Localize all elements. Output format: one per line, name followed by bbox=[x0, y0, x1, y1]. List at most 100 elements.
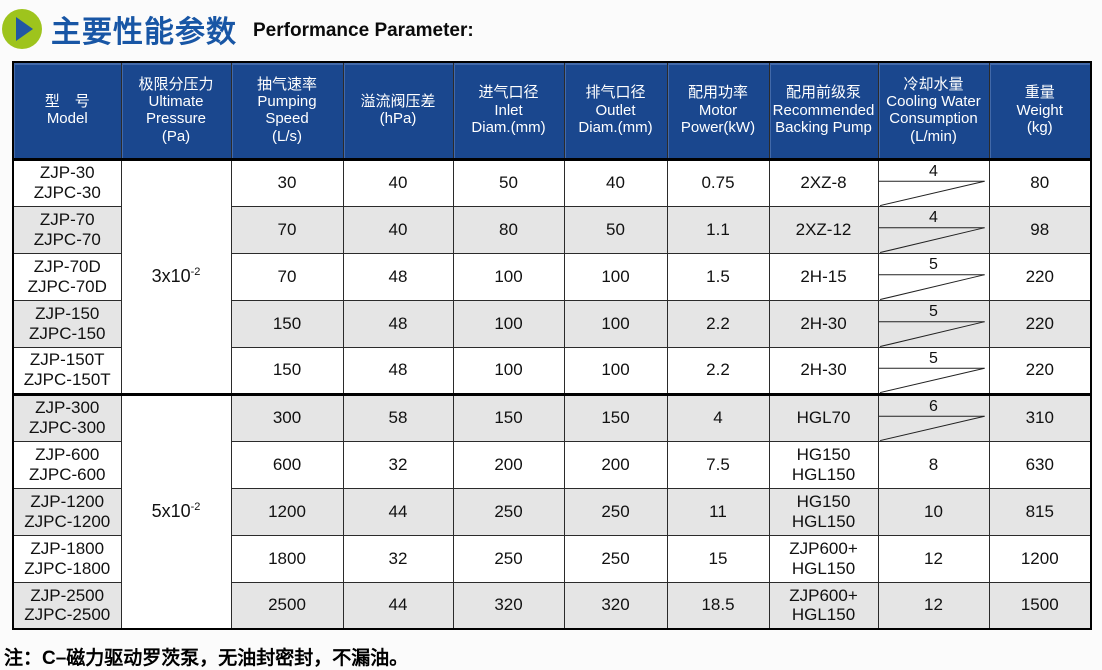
cooling-split-cell: 5 bbox=[879, 301, 989, 347]
col-header-model: 型 号 Model bbox=[12, 61, 122, 161]
pressure-exponent: -2 bbox=[190, 266, 201, 278]
diagonal-na-mark-icon bbox=[879, 396, 989, 441]
header-row: 型 号 Model 极限分压力 Ultimate Pressure (Pa) 抽… bbox=[12, 61, 1092, 161]
cell-inlet-diam: 250 bbox=[452, 487, 565, 536]
cell-cooling-water: 6 bbox=[877, 392, 990, 442]
table-row: ZJP-30 ZJPC-30 3x10-2 30 40 50 40 0.75 2… bbox=[12, 158, 1092, 395]
cell-outlet-diam: 50 bbox=[563, 205, 668, 254]
cell-model: ZJP-300 ZJPC-300 bbox=[12, 392, 122, 442]
cell-backing-pump: HG150 HGL150 bbox=[768, 440, 879, 489]
cell-outlet-diam: 100 bbox=[563, 252, 668, 301]
cell-valve-diff: 40 bbox=[342, 205, 454, 254]
cell-model: ZJP-70D ZJPC-70D bbox=[12, 252, 122, 301]
cell-backing-pump: HG150 HGL150 bbox=[768, 487, 879, 536]
cell-model: ZJP-150T ZJPC-150T bbox=[12, 346, 122, 395]
diagonal-na-mark-icon bbox=[879, 207, 989, 253]
col-header-backing-pump: 配用前级泵 Recommended Backing Pump bbox=[768, 61, 879, 161]
cell-pumping-speed: 150 bbox=[230, 299, 344, 348]
table-row: ZJP-300 ZJPC-300 5x10-2 300 58 150 150 4… bbox=[12, 392, 1092, 630]
cell-weight: 220 bbox=[988, 252, 1092, 301]
table-row: ZJP-70 ZJPC-70 70 40 80 50 1.1 2XZ-12 4 … bbox=[12, 205, 1092, 254]
col-header-ultimate-pressure: 极限分压力 Ultimate Pressure (Pa) bbox=[120, 61, 232, 161]
cell-motor-power: 7.5 bbox=[666, 440, 770, 489]
cell-motor-power: 2.2 bbox=[666, 346, 770, 395]
cell-valve-diff: 48 bbox=[342, 346, 454, 395]
cell-valve-diff: 44 bbox=[342, 581, 454, 630]
diagonal-na-mark-icon bbox=[879, 301, 989, 347]
cell-inlet-diam: 250 bbox=[452, 534, 565, 583]
cell-outlet-diam: 100 bbox=[563, 299, 668, 348]
cell-motor-power: 11 bbox=[666, 487, 770, 536]
cooling-value: 6 bbox=[929, 397, 938, 415]
cell-valve-diff: 58 bbox=[342, 392, 454, 442]
cell-outlet-diam: 200 bbox=[563, 440, 668, 489]
cooling-value: 5 bbox=[929, 255, 938, 273]
cell-valve-diff: 44 bbox=[342, 487, 454, 536]
cell-motor-power: 2.2 bbox=[666, 299, 770, 348]
cell-model: ZJP-2500 ZJPC-2500 bbox=[12, 581, 122, 630]
cell-outlet-diam: 100 bbox=[563, 346, 668, 395]
cell-backing-pump: ZJP600+ HGL150 bbox=[768, 581, 879, 630]
cell-cooling-water: 4 bbox=[877, 158, 990, 207]
pressure-exponent: -2 bbox=[190, 501, 201, 514]
table-row: ZJP-2500 ZJPC-2500 2500 44 320 320 18.5 … bbox=[12, 581, 1092, 630]
cooling-split-cell: 5 bbox=[879, 254, 989, 300]
cell-outlet-diam: 250 bbox=[563, 534, 668, 583]
cell-pumping-speed: 300 bbox=[230, 392, 344, 442]
col-header-outlet-diam: 排气口径 Outlet Diam.(mm) bbox=[563, 61, 668, 161]
cell-outlet-diam: 150 bbox=[563, 392, 668, 442]
cell-backing-pump: 2H-15 bbox=[768, 252, 879, 301]
cell-model: ZJP-1200 ZJPC-1200 bbox=[12, 487, 122, 536]
cell-outlet-diam: 250 bbox=[563, 487, 668, 536]
cell-pumping-speed: 70 bbox=[230, 205, 344, 254]
cell-weight: 1500 bbox=[988, 581, 1092, 630]
cell-motor-power: 18.5 bbox=[666, 581, 770, 630]
cell-motor-power: 15 bbox=[666, 534, 770, 583]
cell-cooling-water: 12 bbox=[877, 534, 990, 583]
table-row: ZJP-1800 ZJPC-1800 1800 32 250 250 15 ZJ… bbox=[12, 534, 1092, 583]
cell-inlet-diam: 100 bbox=[452, 252, 565, 301]
cell-inlet-diam: 100 bbox=[452, 299, 565, 348]
cell-weight: 220 bbox=[988, 346, 1092, 395]
cell-backing-pump: 2H-30 bbox=[768, 346, 879, 395]
col-header-pumping-speed: 抽气速率 Pumping Speed (L/s) bbox=[230, 61, 344, 161]
cell-cooling-water: 5 bbox=[877, 252, 990, 301]
cell-weight: 1200 bbox=[988, 534, 1092, 583]
cell-ultimate-pressure-group2: 5x10-2 bbox=[120, 392, 232, 630]
cell-model: ZJP-1800 ZJPC-1800 bbox=[12, 534, 122, 583]
cell-outlet-diam: 40 bbox=[563, 158, 668, 207]
cell-inlet-diam: 150 bbox=[452, 392, 565, 442]
cell-model: ZJP-70 ZJPC-70 bbox=[12, 205, 122, 254]
cell-valve-diff: 32 bbox=[342, 440, 454, 489]
table-row: ZJP-150 ZJPC-150 150 48 100 100 2.2 2H-3… bbox=[12, 299, 1092, 348]
cell-valve-diff: 32 bbox=[342, 534, 454, 583]
cell-motor-power: 1.5 bbox=[666, 252, 770, 301]
cell-cooling-water: 10 bbox=[877, 487, 990, 536]
diagonal-na-mark-icon bbox=[879, 161, 989, 206]
cooling-value: 5 bbox=[929, 349, 938, 367]
cell-motor-power: 4 bbox=[666, 392, 770, 442]
col-header-inlet-diam: 进气口径 Inlet Diam.(mm) bbox=[452, 61, 565, 161]
cooling-split-cell: 4 bbox=[879, 207, 989, 253]
cooling-split-cell: 5 bbox=[879, 348, 989, 393]
performance-parameter-table: 型 号 Model 极限分压力 Ultimate Pressure (Pa) 抽… bbox=[12, 61, 1092, 630]
cell-weight: 220 bbox=[988, 299, 1092, 348]
cell-backing-pump: 2H-30 bbox=[768, 299, 879, 348]
cell-model: ZJP-30 ZJPC-30 bbox=[12, 158, 122, 207]
cell-motor-power: 1.1 bbox=[666, 205, 770, 254]
cell-cooling-water: 8 bbox=[877, 440, 990, 489]
cell-backing-pump: 2XZ-12 bbox=[768, 205, 879, 254]
table-row: ZJP-1200 ZJPC-1200 1200 44 250 250 11 HG… bbox=[12, 487, 1092, 536]
cell-pumping-speed: 150 bbox=[230, 346, 344, 395]
cooling-split-cell: 4 bbox=[879, 161, 989, 206]
diagonal-na-mark-icon bbox=[879, 348, 989, 393]
cell-backing-pump: ZJP600+ HGL150 bbox=[768, 534, 879, 583]
cell-ultimate-pressure-group1: 3x10-2 bbox=[120, 158, 232, 395]
cell-pumping-speed: 600 bbox=[230, 440, 344, 489]
cell-pumping-speed: 2500 bbox=[230, 581, 344, 630]
table-footnote: 注：C–磁力驱动罗茨泵，无油封密封，不漏油。 bbox=[4, 648, 409, 669]
cell-inlet-diam: 100 bbox=[452, 346, 565, 395]
cell-model: ZJP-150 ZJPC-150 bbox=[12, 299, 122, 348]
col-header-valve-diff: 溢流阀压差 (hPa) bbox=[342, 61, 454, 161]
cell-pumping-speed: 30 bbox=[230, 158, 344, 207]
